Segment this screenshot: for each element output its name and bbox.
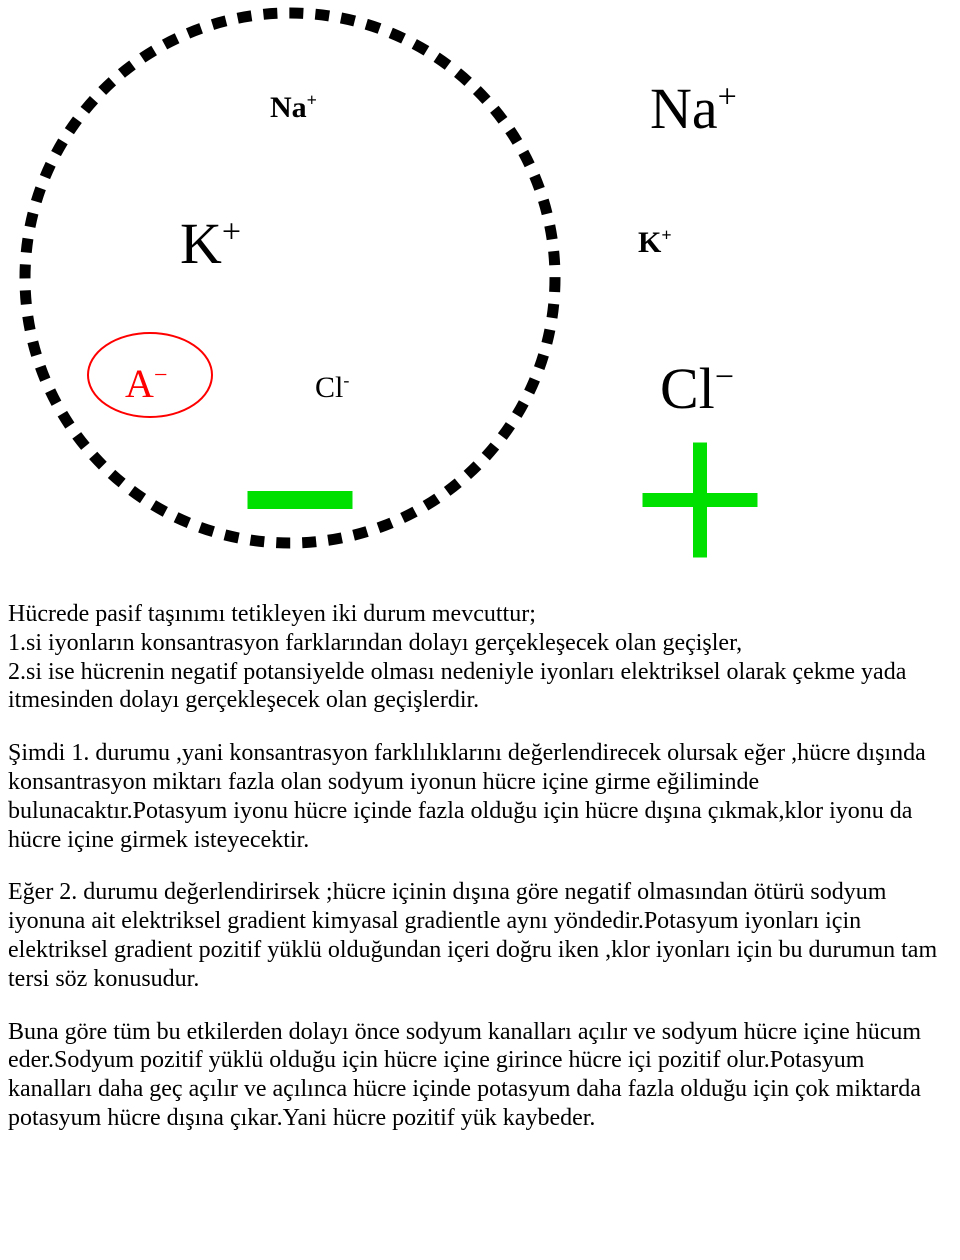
na-out-sup: + <box>718 79 737 116</box>
paragraph-3: Eğer 2. durumu değerlendirirsek ;hücre i… <box>8 878 952 993</box>
label-na-inside: Na+ <box>270 90 317 125</box>
label-anion: A− <box>125 360 167 407</box>
label-k-outside: K+ <box>638 225 672 260</box>
a-in-text: A <box>125 361 154 406</box>
k-in-sup: + <box>222 214 241 251</box>
cell-ion-diagram: Na+ Na+ K+ K+ A− Cl- Cl− <box>0 0 960 600</box>
cl-out-sup: − <box>715 359 734 396</box>
diagram-svg <box>0 0 960 600</box>
k-out-text: K <box>638 226 661 259</box>
plus-sign <box>643 443 758 558</box>
cl-in-sup: - <box>343 370 349 390</box>
k-out-sup: + <box>661 225 671 245</box>
label-cl-outside: Cl− <box>660 355 734 422</box>
k-in-text: K <box>180 211 222 276</box>
na-out-text: Na <box>650 76 718 141</box>
na-in-sup: + <box>307 90 317 110</box>
paragraph-4: Buna göre tüm bu etkilerden dolayı önce … <box>8 1018 952 1133</box>
label-cl-inside: Cl- <box>315 370 349 405</box>
minus-sign <box>248 491 353 509</box>
paragraph-2: Şimdi 1. durumu ,yani konsantrasyon fark… <box>8 739 952 854</box>
label-na-outside: Na+ <box>650 75 737 142</box>
cl-in-text: Cl <box>315 371 343 404</box>
body-text: Hücrede pasif taşınımı tetikleyen iki du… <box>0 600 960 1187</box>
a-in-sup: − <box>154 363 168 389</box>
paragraph-1: Hücrede pasif taşınımı tetikleyen iki du… <box>8 600 952 715</box>
cl-out-text: Cl <box>660 356 715 421</box>
na-in-text: Na <box>270 91 307 124</box>
label-k-inside: K+ <box>180 210 241 277</box>
